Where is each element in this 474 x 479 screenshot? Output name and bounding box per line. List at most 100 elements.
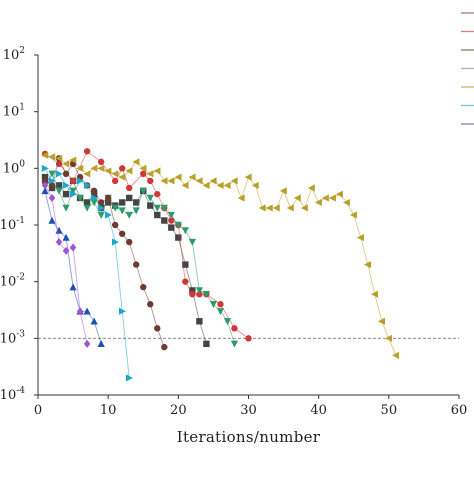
data-point <box>55 182 63 189</box>
data-point <box>230 340 239 348</box>
series-6 <box>41 187 105 348</box>
data-point <box>140 170 147 178</box>
data-point <box>111 238 119 246</box>
data-point <box>76 177 84 185</box>
data-point <box>48 177 56 185</box>
data-point <box>76 164 84 172</box>
y-tick-exponent: 0 <box>19 159 25 169</box>
data-point <box>62 170 70 178</box>
data-point <box>174 173 182 181</box>
data-point <box>216 181 224 189</box>
data-point <box>48 216 56 224</box>
data-point <box>196 318 203 325</box>
data-point <box>160 177 168 185</box>
data-point <box>69 156 77 164</box>
data-point <box>217 301 224 308</box>
data-point <box>265 204 273 212</box>
data-point <box>111 177 119 185</box>
data-point <box>140 283 147 291</box>
data-point <box>223 181 231 189</box>
data-point <box>154 211 161 219</box>
data-point <box>132 207 140 215</box>
data-point <box>104 211 112 219</box>
x-axis-title: Iterations/number <box>177 428 321 446</box>
data-point <box>62 233 70 241</box>
y-tick-base: 10 <box>3 161 20 176</box>
data-point <box>83 307 91 315</box>
data-point <box>300 204 308 212</box>
data-point <box>55 170 63 178</box>
legend <box>461 12 474 125</box>
data-point <box>126 374 134 382</box>
data-point <box>90 190 98 198</box>
data-point <box>342 198 350 207</box>
data-point <box>188 238 196 246</box>
data-point <box>104 167 112 175</box>
data-point <box>279 187 287 195</box>
series-7 <box>41 181 91 348</box>
data-point <box>328 194 336 202</box>
data-point <box>182 261 189 268</box>
data-point <box>314 198 322 207</box>
series-8 <box>41 151 400 359</box>
data-point <box>181 227 189 235</box>
data-point <box>139 164 147 172</box>
data-point <box>175 234 182 241</box>
data-point <box>237 194 245 202</box>
data-point <box>182 278 189 285</box>
data-point <box>48 153 56 161</box>
y-tick-base: 10 <box>0 275 16 290</box>
x-tick-label: 40 <box>310 403 327 418</box>
data-point <box>167 177 175 185</box>
data-point <box>139 187 147 195</box>
data-point <box>97 199 105 206</box>
x-tick-label: 60 <box>451 403 468 418</box>
data-point <box>97 164 105 172</box>
data-point <box>202 181 210 189</box>
y-tick-exponent: 2 <box>19 46 25 56</box>
data-point <box>62 246 70 255</box>
data-point <box>83 339 91 348</box>
y-tick-base: 10 <box>3 48 20 63</box>
y-tick-label: 101 <box>3 103 25 120</box>
data-point <box>83 181 91 189</box>
data-point <box>69 283 77 291</box>
data-point <box>76 307 84 316</box>
series-4 <box>41 155 168 351</box>
data-point <box>154 325 161 332</box>
data-point <box>83 148 91 155</box>
data-point <box>55 154 63 162</box>
data-point <box>125 211 133 219</box>
data-point <box>125 167 133 175</box>
data-point <box>90 194 98 202</box>
x-tick-label: 20 <box>170 403 187 418</box>
data-point <box>188 173 196 181</box>
data-point <box>216 308 225 316</box>
y-tick-label: 102 <box>3 46 25 63</box>
data-point <box>147 301 154 308</box>
data-point <box>244 173 252 181</box>
data-point <box>55 238 63 247</box>
data-point <box>272 204 280 212</box>
data-point <box>126 184 133 192</box>
data-point <box>126 194 133 202</box>
data-point <box>147 202 154 209</box>
data-point <box>161 343 168 351</box>
data-point <box>41 181 49 190</box>
data-point <box>97 204 105 212</box>
y-tick-label: 10-1 <box>0 216 25 233</box>
data-point <box>189 287 196 294</box>
data-point <box>76 194 84 202</box>
data-point <box>41 177 49 185</box>
series-line <box>44 172 235 344</box>
data-point <box>251 181 259 189</box>
y-tick-exponent: -4 <box>16 386 25 396</box>
y-tick-base: 10 <box>0 331 16 346</box>
data-point <box>41 173 49 181</box>
data-point <box>363 261 371 269</box>
series-2 <box>41 148 252 342</box>
data-point <box>378 317 386 325</box>
data-point <box>385 334 393 342</box>
